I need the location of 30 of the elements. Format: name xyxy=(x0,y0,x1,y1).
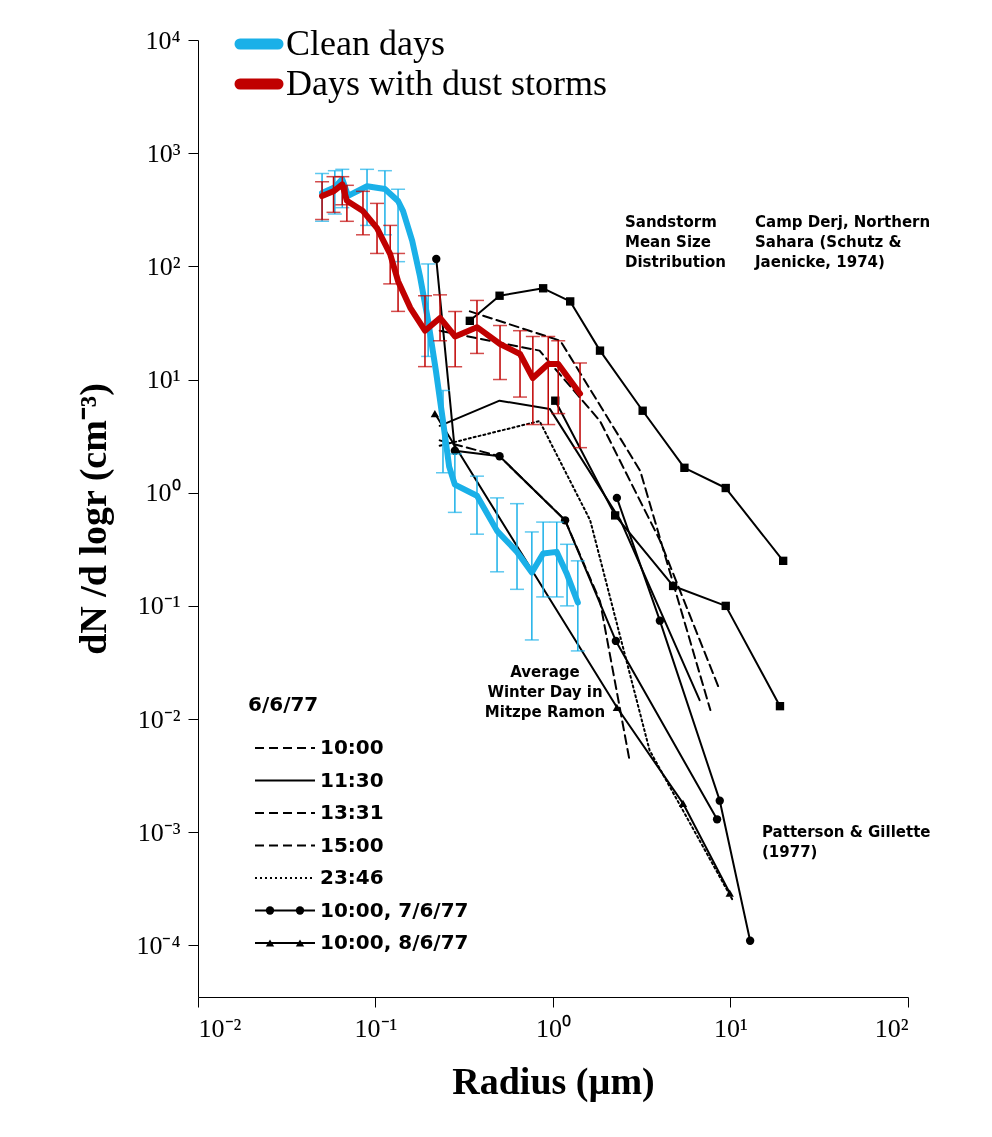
y-tick-label: 10⁰ xyxy=(145,478,181,508)
legend-label: 10:00, 7/6/77 xyxy=(320,897,469,922)
annotation: Average Winter Day in Mitzpe Ramon xyxy=(484,663,606,721)
x-tick-label: 10¹ xyxy=(714,1013,748,1043)
y-tick-label: 10⁻⁴ xyxy=(136,930,181,960)
annotation: Camp Derj, Northern Sahara (Schutz & Jaenicke, 1974) xyxy=(754,213,931,271)
y-tick-label: 10³ xyxy=(146,138,181,168)
legend-label: Clean days xyxy=(286,23,445,63)
legend-label: 23:46 xyxy=(320,865,384,889)
legend-label: 15:00 xyxy=(320,832,384,857)
legend-label: 13:31 xyxy=(320,800,384,824)
y-tick-label: 10⁻³ xyxy=(137,817,181,847)
x-tick-label: 10⁻² xyxy=(198,1013,242,1043)
legend-title: 6/6/77 xyxy=(248,692,319,716)
y-tick-label: 10² xyxy=(146,251,181,281)
legend-label: Days with dust storms xyxy=(286,63,608,103)
legend-label: 10:00, 8/6/77 xyxy=(320,930,469,954)
y-axis-title: dN /d logr (cm⁻³) xyxy=(72,383,116,655)
x-tick-label: 10⁰ xyxy=(536,1013,571,1043)
y-tick-label: 10⁻¹ xyxy=(137,591,181,621)
y-tick-label: 10¹ xyxy=(146,365,181,395)
x-axis-title: Radius (µm) xyxy=(452,1059,655,1103)
x-tick-label: 10² xyxy=(874,1013,909,1043)
y-tick-label: 10⁴ xyxy=(145,25,181,55)
y-tick-label: 10⁻² xyxy=(137,704,181,734)
legend-label: 10:00 xyxy=(320,735,384,759)
annotation: Patterson & Gillette (1977) xyxy=(762,823,931,861)
x-tick-label: 10⁻¹ xyxy=(354,1013,398,1043)
legend-label: 11:30 xyxy=(320,767,384,792)
annotation: Sandstorm Mean Size Distribution xyxy=(625,213,726,271)
